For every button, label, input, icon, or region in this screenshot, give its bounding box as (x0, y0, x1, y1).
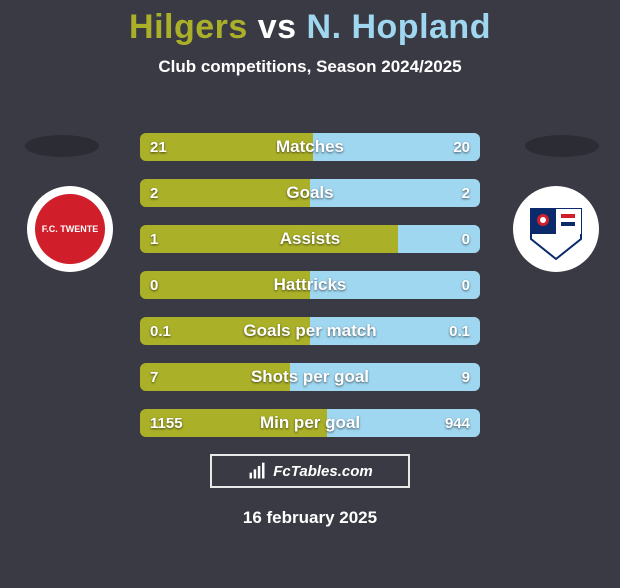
stat-row: Assists1 0 (140, 225, 480, 253)
stat-label: Matches (140, 137, 480, 157)
club-badge-right-inner (521, 194, 591, 264)
badge-shadow-right (525, 135, 599, 157)
watermark-text: FcTables.com (273, 463, 372, 480)
stats-container: Matches2120Goals22Assists10Hattricks00Go… (140, 133, 480, 455)
stat-label: Min per goal (140, 413, 480, 433)
club-badge-left-label: F.C. TWENTE (42, 224, 99, 234)
stat-value-b: 2 (462, 185, 470, 202)
stat-value-a: 2 (150, 185, 158, 202)
stat-label: Goals per match (140, 321, 480, 341)
stat-label: Goals (140, 183, 480, 203)
stat-row: Goals per match0.1 0.1 (140, 317, 480, 345)
stat-value-a: 0.1 (150, 323, 171, 340)
vs-text: vs (258, 8, 297, 46)
club-badge-left-inner: F.C. TWENTE (35, 194, 105, 264)
stat-value-b: 0 (462, 231, 470, 248)
stat-value-b: 944 (445, 415, 470, 432)
badge-shadow-left (25, 135, 99, 157)
stat-row: Hattricks0 0 (140, 271, 480, 299)
stat-row: Matches21 20 (140, 133, 480, 161)
club-badge-right (513, 186, 599, 272)
chart-icon (247, 461, 267, 481)
stat-value-b: 20 (453, 139, 470, 156)
stat-value-a: 1 (150, 231, 158, 248)
stat-value-a: 0 (150, 277, 158, 294)
heerenveen-icon (521, 194, 591, 264)
stat-value-a: 21 (150, 139, 167, 156)
stat-value-a: 7 (150, 369, 158, 386)
club-badge-left: F.C. TWENTE (27, 186, 113, 272)
comparison-date: 16 february 2025 (0, 508, 620, 528)
stat-value-a: 1155 (150, 415, 183, 432)
player-b-name: N. Hopland (307, 8, 491, 46)
player-a-name: Hilgers (129, 8, 248, 46)
stat-value-b: 0.1 (449, 323, 470, 340)
subtitle: Club competitions, Season 2024/2025 (0, 57, 620, 77)
stat-value-b: 9 (462, 369, 470, 386)
stat-row: Goals2 2 (140, 179, 480, 207)
stat-row: Min per goal1155 944 (140, 409, 480, 437)
comparison-title: Hilgers vs N. Hopland (0, 8, 620, 47)
stat-label: Shots per goal (140, 367, 480, 387)
watermark: FcTables.com (210, 454, 410, 488)
stat-label: Hattricks (140, 275, 480, 295)
stat-row: Shots per goal7 9 (140, 363, 480, 391)
stat-label: Assists (140, 229, 480, 249)
stat-value-b: 0 (462, 277, 470, 294)
